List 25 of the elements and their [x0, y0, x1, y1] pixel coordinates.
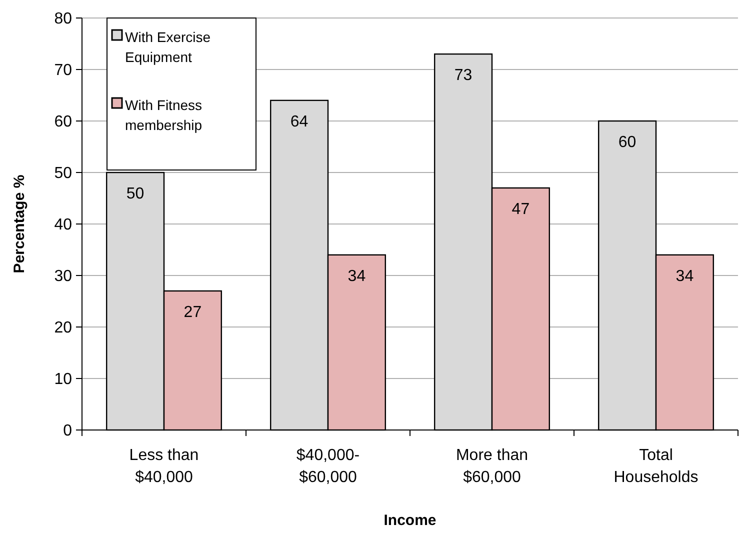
data-label: 34 — [676, 268, 694, 285]
y-tick-label: 80 — [54, 10, 72, 28]
data-label: 27 — [184, 304, 202, 321]
data-label: 60 — [618, 134, 636, 151]
legend-label: With Fitness membership — [125, 97, 202, 134]
data-label: 50 — [126, 186, 144, 202]
y-tick-label: 40 — [54, 216, 72, 234]
x-tick-label: $40,000- $60,000 — [296, 447, 360, 486]
data-label: 73 — [454, 67, 472, 84]
y-tick-label: 0 — [63, 422, 72, 440]
data-label: 47 — [512, 200, 530, 218]
y-tick-label: 30 — [54, 268, 72, 286]
y-tick-label: 10 — [54, 371, 72, 388]
y-axis-title: Percentage % — [11, 174, 28, 274]
data-label: 34 — [348, 268, 366, 285]
legend-label: With Exercise Equipment — [125, 29, 211, 66]
x-axis-title: Income — [384, 512, 436, 529]
x-tick-label: Less than $40,000 — [129, 447, 199, 486]
y-tick-label: 20 — [54, 320, 72, 337]
y-tick-label: 60 — [54, 114, 72, 131]
data-label: 64 — [290, 113, 308, 130]
x-tick-label: Total Households — [614, 447, 698, 486]
x-tick-label: More than $60,000 — [456, 447, 528, 486]
y-tick-label: 50 — [54, 165, 72, 182]
y-tick-label: 70 — [54, 62, 72, 80]
